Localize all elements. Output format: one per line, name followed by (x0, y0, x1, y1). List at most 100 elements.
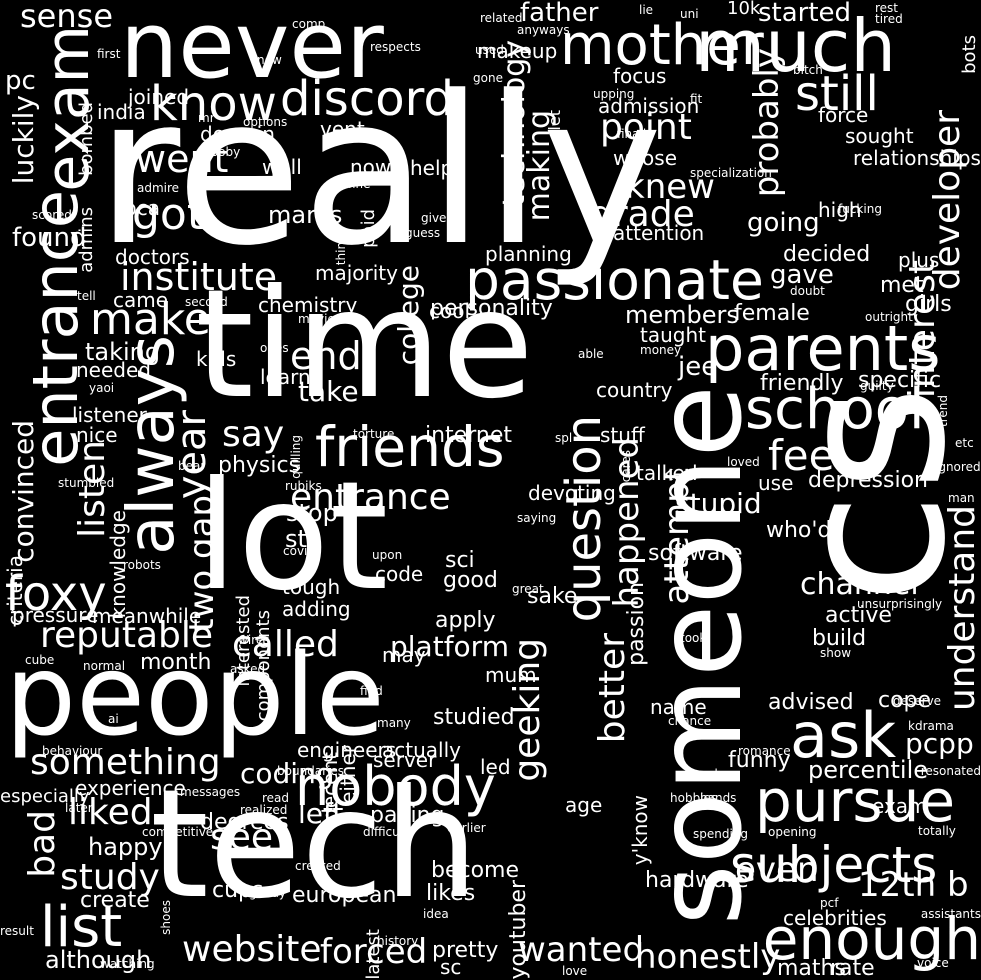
word-competitive: competitive (142, 825, 214, 839)
word-related: related (480, 11, 523, 25)
word-taking: taking (85, 338, 161, 366)
word-month: month (140, 650, 212, 675)
word-started: started (758, 0, 852, 28)
word-physics: physics (218, 453, 301, 478)
word-stumbled: stumbled (58, 476, 115, 490)
word-doubt: doubt (790, 284, 825, 298)
word-cares: cares (619, 450, 633, 483)
word-got: got (132, 189, 205, 240)
word-high: high (818, 198, 862, 222)
word-sake: sake (527, 584, 578, 609)
word-cool: cool (429, 299, 471, 323)
word-ignored: ignored (935, 460, 981, 474)
word-give: give (421, 211, 447, 225)
word-passion: passion (624, 582, 649, 666)
word-movies: movies (298, 312, 342, 326)
word-domain: domain (200, 122, 275, 146)
word-specific: specific (858, 368, 942, 393)
word-vent: vent (320, 117, 365, 141)
word-wanted: wanted (518, 930, 645, 970)
word-pcf: pcf (820, 896, 839, 910)
word-celebrities: celebrities (783, 906, 887, 930)
word-say: say (222, 414, 285, 455)
word-plus: plus (898, 248, 940, 272)
word-passionate: passionate (465, 248, 764, 312)
word-came: came (113, 288, 169, 312)
word-ask: ask (790, 699, 897, 772)
word-asked: asked (230, 662, 266, 676)
word-focus: focus (613, 64, 667, 88)
word-convinced: convinced (7, 420, 40, 563)
word-great: great (512, 582, 544, 596)
word-enough: enough (762, 905, 981, 973)
word-trend: trend (936, 395, 950, 427)
word-attention: attention (613, 221, 705, 245)
word-comp: comp (292, 17, 326, 31)
word-tech: tech (150, 758, 479, 932)
word-pc: pc (5, 66, 36, 96)
word-first: first (97, 47, 121, 61)
word-rubiks: rubiks (285, 479, 322, 493)
word-especially: especially (0, 786, 90, 807)
word-listener: listener (72, 403, 147, 427)
word-admission: admission (598, 94, 700, 118)
word-pretty: pretty (432, 938, 499, 963)
word-show: show (820, 646, 852, 660)
word-called: called (232, 624, 339, 665)
word-cups: cups (212, 878, 264, 903)
word-gone: gone (473, 71, 503, 85)
word-needed: needed (76, 358, 151, 382)
word-european: european (292, 883, 397, 908)
word-realized: realized (240, 803, 288, 817)
word-jee: jee (678, 352, 718, 382)
word-stuff: stuff (600, 423, 645, 447)
word-loved: loved (727, 455, 760, 469)
word-found: found (12, 223, 87, 253)
word-pressure: pressure (12, 603, 99, 627)
word-use: use (758, 471, 794, 495)
word-doctors: doctors (115, 245, 190, 269)
word-create: create (80, 888, 150, 913)
word-scored: scored (32, 208, 72, 222)
word-admire: admire (137, 181, 180, 195)
word-boundaries: boundaries (277, 764, 345, 778)
word-rate: rate (830, 956, 875, 980)
word-torture: torture (353, 427, 395, 441)
word-bots: bots (959, 35, 980, 74)
word-earlier: earlier (447, 821, 486, 835)
word-age: age (565, 793, 603, 817)
word-maths: maths (777, 956, 846, 980)
word-even: even (735, 850, 819, 890)
word-college: college (392, 265, 425, 366)
word-stop: stop (286, 499, 338, 527)
word-kids: kids (196, 347, 237, 371)
word-left: left (298, 797, 344, 830)
word-studied: studied (433, 705, 515, 730)
word-devoting: devoting (528, 481, 616, 505)
word-uni: uni (680, 7, 699, 21)
word-guess: guess (405, 226, 441, 240)
word-actually: actually (382, 738, 461, 762)
word-percentile: percentile (808, 756, 929, 784)
word-planning: planning (485, 242, 572, 266)
word-fine: fine (348, 177, 371, 191)
word-software: software (648, 541, 743, 566)
word-pcpp: pcpp (905, 727, 974, 760)
word-father: father (520, 0, 599, 28)
word-year: year (169, 410, 215, 500)
word-joined: joined (128, 85, 190, 109)
word-idea: idea (423, 907, 449, 921)
word-chemistry: chemistry (258, 293, 358, 317)
word-going: going (747, 208, 820, 238)
word-school: school (745, 377, 925, 442)
word-y-know: y'know (628, 795, 652, 866)
word-totally: totally (918, 824, 956, 838)
word-bad: bad (22, 810, 63, 878)
word-something: something (30, 742, 221, 783)
word-took: took (680, 631, 707, 645)
word-nobody: nobody (295, 755, 496, 818)
word-who-d: who'd (766, 518, 832, 543)
word-happy: happy (88, 833, 163, 861)
word-adding: adding (282, 597, 351, 621)
